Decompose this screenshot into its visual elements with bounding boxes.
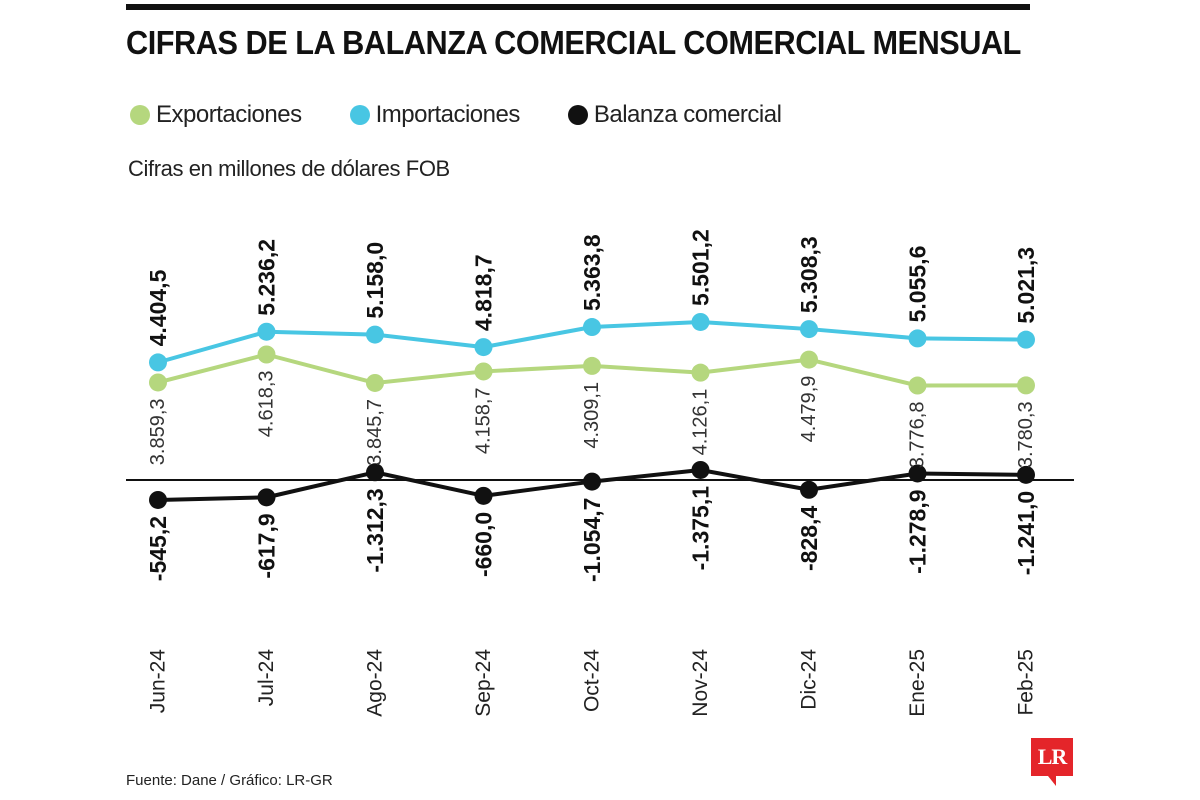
balanza-point	[1017, 465, 1035, 484]
legend-dot-balanza	[567, 105, 588, 125]
balanza-data-label: -617,9	[254, 513, 280, 578]
balanza-point	[583, 472, 601, 491]
importaciones-point	[583, 318, 601, 337]
legend-item-exportaciones: Exportaciones	[130, 101, 302, 129]
importaciones-point	[149, 353, 167, 372]
balanza-point	[800, 480, 818, 499]
x-tick-label: Sep-24	[472, 649, 495, 717]
balanza-point	[366, 463, 384, 482]
importaciones-point	[366, 325, 384, 344]
legend-dot-exportaciones	[130, 105, 150, 125]
exportaciones-data-label: 4.158,7	[473, 387, 495, 454]
balanza-point	[257, 488, 276, 507]
balanza-data-label: -660,0	[471, 512, 497, 577]
chart-title: CIFRAS DE LA BALANZA COMERCIAL COMERCIAL…	[126, 24, 1021, 61]
importaciones-data-label: 5.055,6	[905, 246, 931, 323]
balanza-point	[474, 486, 493, 505]
importaciones-point	[691, 312, 710, 331]
chart-subtitle: Cifras en millones de dólares FOB	[128, 156, 450, 181]
source-footer: Fuente: Dane / Gráfico: LR-GR	[126, 772, 333, 789]
exportaciones-data-label: 3.776,8	[907, 402, 929, 469]
importaciones-point	[800, 320, 818, 339]
importaciones-data-label: 4.404,5	[145, 269, 171, 346]
exportaciones-point	[1017, 376, 1035, 395]
exportaciones-data-label: 3.845,7	[364, 399, 386, 466]
legend-item-importaciones: Importaciones	[349, 101, 521, 129]
x-tick-label: Ene-25	[906, 649, 929, 717]
importaciones-data-label: 5.021,3	[1013, 247, 1039, 324]
exportaciones-data-label: 4.309,1	[581, 382, 603, 449]
x-tick-label: Ago-24	[364, 649, 387, 717]
exportaciones-point	[908, 376, 927, 395]
exportaciones-point	[800, 350, 818, 369]
exportaciones-point	[366, 373, 384, 392]
balanza-data-label: -1.312,3	[362, 488, 388, 572]
importaciones-point	[1017, 330, 1035, 349]
importaciones-data-label: 5.308,3	[796, 236, 822, 313]
legend-dot-importaciones	[349, 105, 370, 125]
x-tick-label: Feb-25	[1015, 649, 1038, 716]
legend-item-balanza: Balanza comercial	[567, 101, 782, 129]
exportaciones-data-label: 3.859,3	[147, 398, 169, 465]
x-tick-label: Oct-24	[581, 649, 604, 712]
x-tick-label: Jul-24	[255, 649, 278, 707]
balanza-data-label: -1.375,1	[688, 486, 714, 571]
legend: Exportaciones Importaciones Balanza come…	[130, 101, 829, 129]
exportaciones-data-label: 4.126,1	[690, 389, 712, 456]
lr-logo: LR	[1031, 738, 1073, 776]
top-rule	[126, 4, 1030, 10]
legend-label-exportaciones: Exportaciones	[156, 101, 302, 128]
exportaciones-point	[149, 373, 167, 392]
balanza-point	[149, 490, 167, 509]
exportaciones-point	[691, 363, 710, 382]
legend-label-importaciones: Importaciones	[375, 101, 521, 128]
x-tick-label: Dic-24	[798, 649, 821, 710]
lr-logo-tail	[1048, 776, 1056, 786]
exportaciones-data-label: 3.780,3	[1015, 401, 1037, 468]
balanza-data-label: -1.278,9	[905, 489, 931, 573]
balanza-data-label: -545,2	[145, 516, 171, 581]
importaciones-data-label: 5.236,2	[254, 239, 280, 316]
importaciones-point	[474, 338, 493, 357]
exportaciones-point	[474, 362, 493, 381]
balanza-data-label: -828,4	[796, 506, 822, 571]
importaciones-data-label: 5.501,2	[688, 229, 714, 306]
exportaciones-point	[257, 345, 276, 364]
balanza-point	[908, 464, 927, 483]
balanza-data-label: -1.054,7	[579, 498, 605, 582]
importaciones-point	[908, 329, 927, 348]
exportaciones-point	[583, 356, 601, 375]
x-tick-label: Jun-24	[147, 649, 170, 714]
importaciones-data-label: 5.363,8	[579, 234, 605, 311]
legend-label-balanza: Balanza comercial	[593, 101, 782, 128]
importaciones-data-label: 5.158,0	[362, 242, 388, 319]
importaciones-data-label: 4.818,7	[471, 254, 497, 331]
x-tick-label: Nov-24	[689, 649, 712, 717]
exportaciones-data-label: 4.618,3	[256, 370, 278, 437]
balanza-point	[691, 460, 710, 479]
importaciones-point	[257, 322, 276, 341]
exportaciones-data-label: 4.479,9	[798, 376, 820, 443]
balanza-data-label: -1.241,0	[1013, 491, 1039, 575]
